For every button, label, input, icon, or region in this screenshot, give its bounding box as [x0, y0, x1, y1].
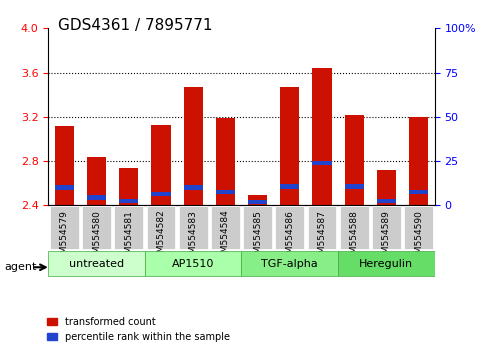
Text: GSM554581: GSM554581: [124, 210, 133, 265]
Text: untreated: untreated: [69, 259, 124, 269]
Bar: [313, 68, 332, 205]
FancyBboxPatch shape: [338, 251, 435, 276]
Bar: [409, 190, 428, 194]
FancyBboxPatch shape: [211, 206, 240, 249]
Text: TGF-alpha: TGF-alpha: [261, 259, 318, 269]
Bar: [184, 185, 203, 190]
Bar: [377, 170, 396, 205]
Bar: [280, 87, 299, 205]
FancyBboxPatch shape: [243, 206, 272, 249]
Text: GSM554584: GSM554584: [221, 210, 230, 264]
Text: GSM554585: GSM554585: [253, 210, 262, 265]
Text: GSM554589: GSM554589: [382, 210, 391, 265]
Text: Heregulin: Heregulin: [359, 259, 413, 269]
FancyBboxPatch shape: [82, 206, 111, 249]
Bar: [377, 199, 396, 203]
Bar: [151, 125, 170, 205]
FancyBboxPatch shape: [242, 251, 338, 276]
Text: GSM554590: GSM554590: [414, 210, 423, 265]
Bar: [280, 184, 299, 189]
Bar: [119, 168, 139, 205]
FancyBboxPatch shape: [372, 206, 401, 249]
Bar: [55, 126, 74, 205]
FancyBboxPatch shape: [308, 206, 337, 249]
Bar: [344, 184, 364, 189]
Bar: [344, 115, 364, 205]
Text: GSM554586: GSM554586: [285, 210, 294, 265]
FancyBboxPatch shape: [179, 206, 208, 249]
Legend: transformed count, percentile rank within the sample: transformed count, percentile rank withi…: [43, 313, 234, 346]
Bar: [55, 185, 74, 190]
Text: GSM554588: GSM554588: [350, 210, 359, 265]
FancyBboxPatch shape: [275, 206, 304, 249]
Bar: [216, 118, 235, 205]
Bar: [184, 87, 203, 205]
Text: GDS4361 / 7895771: GDS4361 / 7895771: [58, 18, 213, 33]
Text: GSM554583: GSM554583: [189, 210, 198, 265]
Text: GSM554587: GSM554587: [317, 210, 327, 265]
FancyBboxPatch shape: [114, 206, 143, 249]
Text: GSM554579: GSM554579: [60, 210, 69, 265]
Bar: [87, 195, 106, 200]
Bar: [216, 190, 235, 194]
Text: GSM554582: GSM554582: [156, 210, 166, 264]
Bar: [248, 200, 267, 204]
FancyBboxPatch shape: [50, 206, 79, 249]
FancyBboxPatch shape: [48, 251, 145, 276]
Bar: [248, 195, 267, 205]
Bar: [119, 199, 139, 203]
Text: AP1510: AP1510: [172, 259, 214, 269]
Text: agent: agent: [5, 262, 37, 272]
Bar: [87, 156, 106, 205]
Bar: [313, 161, 332, 166]
Text: GSM554580: GSM554580: [92, 210, 101, 265]
FancyBboxPatch shape: [146, 206, 175, 249]
FancyBboxPatch shape: [340, 206, 369, 249]
FancyBboxPatch shape: [404, 206, 433, 249]
FancyBboxPatch shape: [145, 251, 242, 276]
Bar: [409, 117, 428, 205]
Bar: [151, 192, 170, 196]
